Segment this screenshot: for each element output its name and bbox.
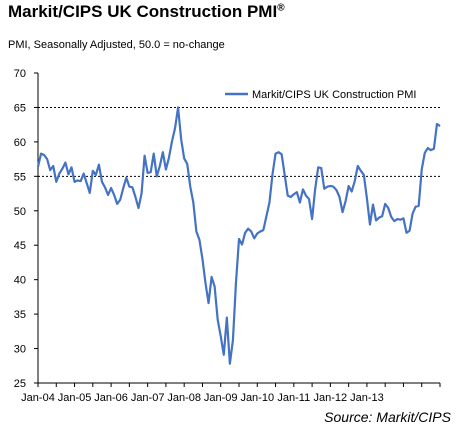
y-tick-label-25: 25: [14, 378, 26, 390]
x-tick-label-jan-13: Jan-13: [350, 392, 384, 404]
y-tick-label-45: 45: [14, 240, 26, 252]
y-tick-label-30: 30: [14, 344, 26, 356]
x-tick-label-jan-11: Jan-11: [277, 392, 310, 404]
chart-legend: Markit/CIPS UK Construction PMI: [225, 89, 416, 101]
x-tick-label-jan-05: Jan-05: [58, 392, 92, 404]
y-tick-label-60: 60: [14, 137, 26, 149]
y-tick-label-50: 50: [14, 206, 26, 218]
series-line: [36, 106, 441, 365]
source-note: Source: Markit/CIPS: [324, 409, 451, 425]
registered-mark: ®: [277, 2, 285, 14]
y-tick-label-40: 40: [14, 275, 26, 287]
y-tick-label-65: 65: [14, 102, 26, 114]
x-tick-label-jan-12: Jan-12: [314, 392, 348, 404]
chart-title: Markit/CIPS UK Construction PMI®: [8, 2, 285, 21]
x-tick-label-jan-09: Jan-09: [204, 392, 238, 404]
x-tick-label-jan-04: Jan-04: [21, 392, 55, 404]
y-tick-label-35: 35: [14, 309, 26, 321]
y-tick-label-70: 70: [14, 68, 26, 80]
x-tick-label-jan-06: Jan-06: [94, 392, 128, 404]
series-group: [36, 106, 441, 365]
legend-label: Markit/CIPS UK Construction PMI: [252, 89, 416, 101]
y-tick-label-55: 55: [14, 171, 26, 183]
chart-subtitle: PMI, Seasonally Adjusted, 50.0 = no-chan…: [8, 39, 225, 51]
reference-lines: [38, 106, 440, 177]
x-tick-label-jan-07: Jan-07: [131, 392, 165, 404]
x-tick-label-jan-10: Jan-10: [240, 392, 274, 404]
x-tick-label-jan-08: Jan-08: [167, 392, 201, 404]
